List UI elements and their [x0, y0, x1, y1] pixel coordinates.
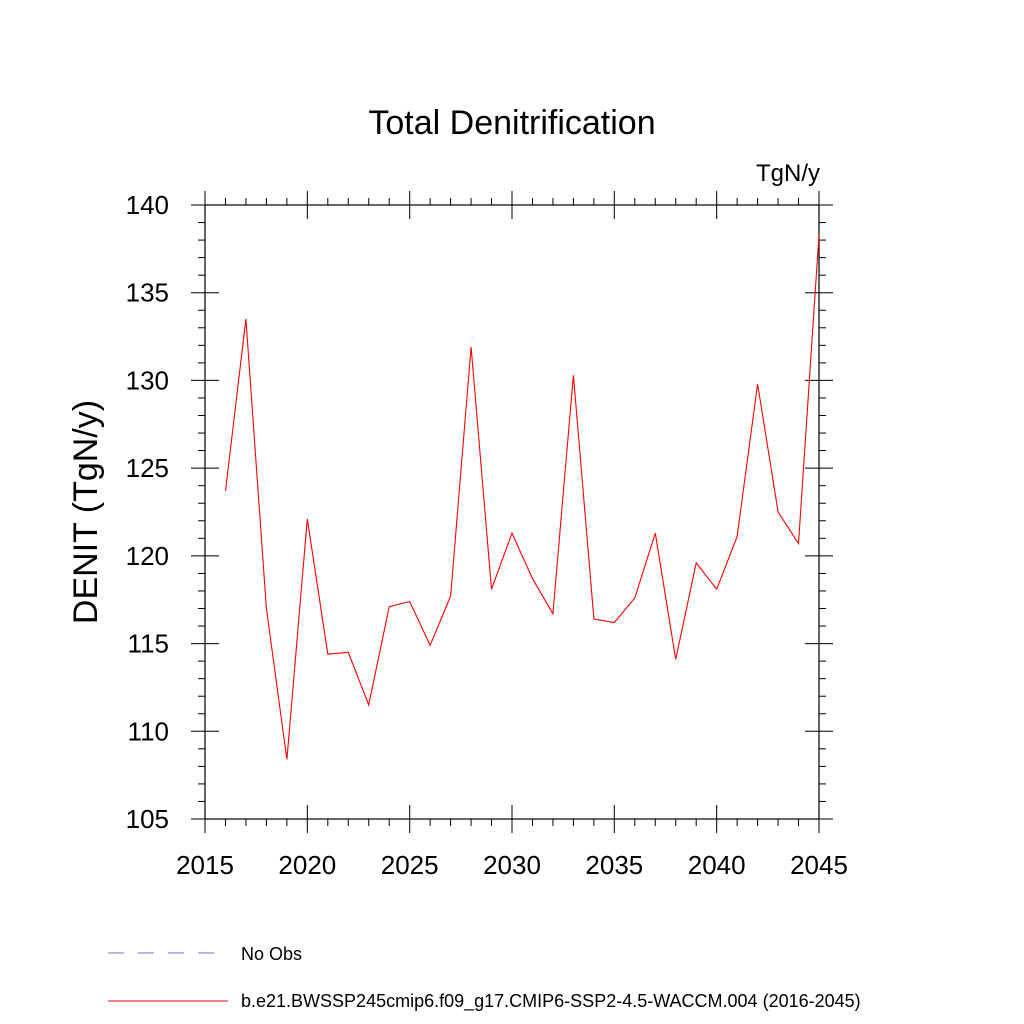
- tick-labels: 2015 2020 2025 2030 2035 2040 2045 105 110 115 120…: [126, 190, 848, 880]
- x-tick-label: 2045: [790, 850, 848, 880]
- x-tick-label: 2025: [381, 850, 439, 880]
- y-tick-label: 135: [126, 278, 169, 308]
- y-tick-label: 140: [126, 190, 169, 220]
- legend: No Obs b.e21.BWSSP245cmip6.f09_g17.CMIP6…: [108, 944, 861, 1012]
- x-tick-label: 2040: [688, 850, 746, 880]
- y-axis-label: DENIT (TgN/y): [67, 400, 105, 624]
- axis-ticks: [191, 191, 833, 833]
- x-tick-label: 2015: [176, 850, 234, 880]
- plot-frame: [204, 204, 820, 820]
- y-tick-label: 130: [126, 365, 169, 395]
- legend-label-model: b.e21.BWSSP245cmip6.f09_g17.CMIP6-SSP2-4…: [241, 991, 861, 1012]
- chart-title: Total Denitrification: [368, 104, 655, 142]
- units-label: TgN/y: [756, 160, 820, 187]
- y-tick-label: 115: [128, 629, 169, 659]
- y-tick-label: 105: [126, 804, 169, 834]
- y-tick-label: 110: [128, 716, 169, 746]
- x-tick-label: 2035: [585, 850, 643, 880]
- legend-label-no-obs: No Obs: [241, 944, 302, 964]
- x-tick-label: 2030: [483, 850, 541, 880]
- series-lines: [224, 234, 820, 760]
- y-tick-label: 125: [126, 453, 169, 483]
- y-tick-label: 120: [126, 541, 169, 571]
- x-tick-label: 2020: [278, 850, 336, 880]
- series-line: [224, 234, 820, 760]
